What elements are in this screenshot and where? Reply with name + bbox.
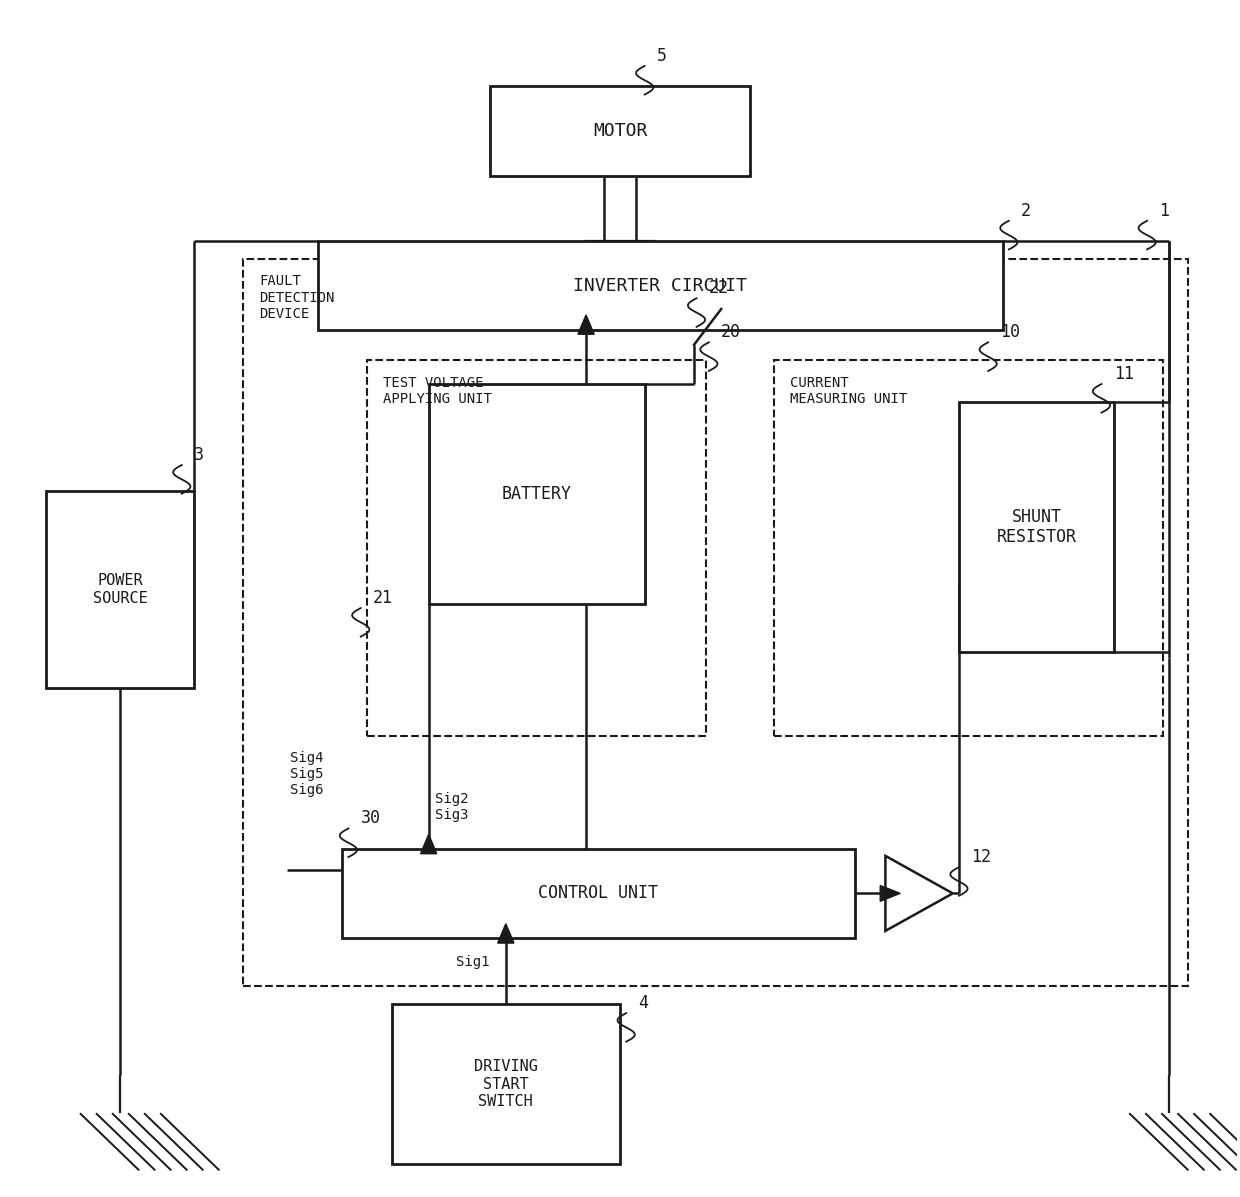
Polygon shape: [880, 886, 900, 901]
Bar: [243, 259, 1188, 985]
Text: BATTERY: BATTERY: [502, 485, 572, 503]
Polygon shape: [885, 856, 952, 931]
Bar: [429, 384, 645, 604]
Text: INVERTER CIRCUIT: INVERTER CIRCUIT: [573, 277, 748, 294]
Text: MOTOR: MOTOR: [593, 122, 647, 140]
Text: 20: 20: [722, 323, 742, 341]
Text: CURRENT
MEASURING UNIT: CURRENT MEASURING UNIT: [790, 376, 908, 406]
Text: 1: 1: [1159, 201, 1169, 219]
Text: 3: 3: [195, 445, 205, 464]
Text: 12: 12: [971, 847, 991, 865]
Text: 2: 2: [1022, 201, 1032, 219]
Text: TEST VOLTAGE
APPLYING UNIT: TEST VOLTAGE APPLYING UNIT: [383, 376, 492, 406]
Text: 11: 11: [1114, 365, 1133, 383]
Text: 30: 30: [361, 809, 381, 827]
Text: DRIVING
START
SWITCH: DRIVING START SWITCH: [474, 1059, 538, 1108]
Polygon shape: [578, 315, 594, 334]
Bar: [46, 491, 195, 688]
Text: Sig4
Sig5
Sig6: Sig4 Sig5 Sig6: [290, 751, 324, 797]
Bar: [367, 360, 707, 735]
Bar: [342, 849, 854, 938]
Text: 10: 10: [1001, 323, 1021, 341]
Text: Sig1: Sig1: [456, 955, 490, 968]
Bar: [774, 360, 1163, 735]
Bar: [490, 86, 750, 176]
Polygon shape: [420, 834, 436, 853]
Bar: [960, 402, 1114, 652]
Text: FAULT
DETECTION
DEVICE: FAULT DETECTION DEVICE: [259, 274, 335, 321]
Text: 4: 4: [639, 994, 649, 1011]
Polygon shape: [497, 924, 513, 943]
Text: 5: 5: [657, 47, 667, 65]
Bar: [392, 1003, 620, 1165]
Text: 21: 21: [373, 589, 393, 607]
Text: CONTROL UNIT: CONTROL UNIT: [538, 885, 658, 903]
Text: SHUNT
RESISTOR: SHUNT RESISTOR: [997, 508, 1076, 546]
Bar: [317, 241, 1003, 330]
Text: POWER
SOURCE: POWER SOURCE: [93, 573, 148, 606]
Text: Sig2
Sig3: Sig2 Sig3: [435, 792, 469, 822]
Text: 22: 22: [709, 279, 729, 297]
